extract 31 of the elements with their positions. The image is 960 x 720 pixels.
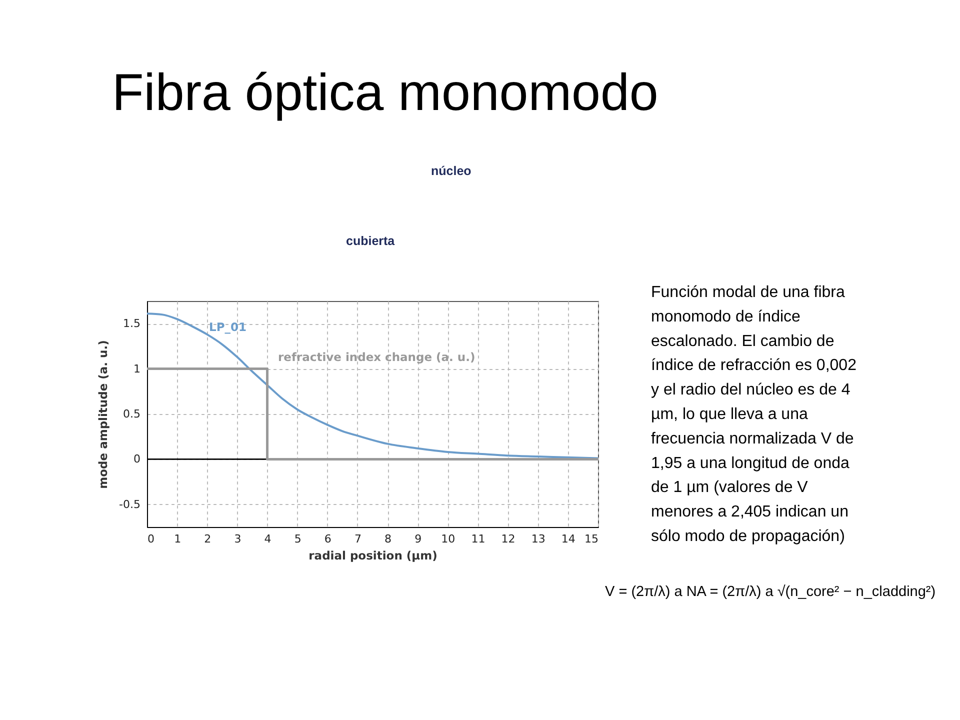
x-tick-label: 0 [148,532,154,546]
y-axis-title: mode amplitude (a. u.) [96,340,110,489]
x-tick-label: 1 [174,532,182,546]
x-axis-title: radial position (µm) [308,548,438,562]
text: cubierta [346,234,396,248]
chart-title: Fibra óptica monomodo [112,64,658,122]
x-tick-label: 13 [531,532,546,546]
series-label: refractive index change (a. u.) [278,350,476,364]
text: V = (2π/λ) a NA = (2π/λ) a √(n_core² − n_cladding²) [605,584,936,600]
x-tick-label: 14 [561,532,576,546]
x-tick-label: 8 [384,532,392,546]
x-tick-label: 12 [501,532,516,546]
x-tick-label: 3 [234,532,242,546]
y-tick-label: 0 [134,452,140,466]
y-tick-label: 1 [134,362,140,376]
x-tick-label: 11 [471,532,486,546]
x-tick-label: 5 [294,532,302,546]
x-tick-label: 9 [414,532,422,546]
line-series [147,312,598,460]
text: núcleo [431,164,472,178]
x-tick-label: 4 [264,532,272,546]
x-tick-label: 10 [441,532,456,546]
x-tick-label: 6 [324,532,332,546]
y-tick-label: -0.5 [119,498,140,511]
x-tick-label: 2 [204,532,212,546]
x-tick-label: 7 [354,532,362,546]
y-tick-label: 1.5 [123,317,140,330]
x-tick-label: 15 [584,532,598,546]
y-tick-label: 0.5 [123,408,140,420]
series-label: LP_01 [209,320,247,334]
text: Función modal de una fibra monomodo de índice escalonado. El cambio de índice de refracción es 0,002 y el radio del núcleo es de 4 µm, lo que lleva a una frecuencia normalizada V de 1,95 a una longitud de onda de 1 µm (valores de V menores a 2,405 indican un sólo modo de propagación) [651,284,856,545]
